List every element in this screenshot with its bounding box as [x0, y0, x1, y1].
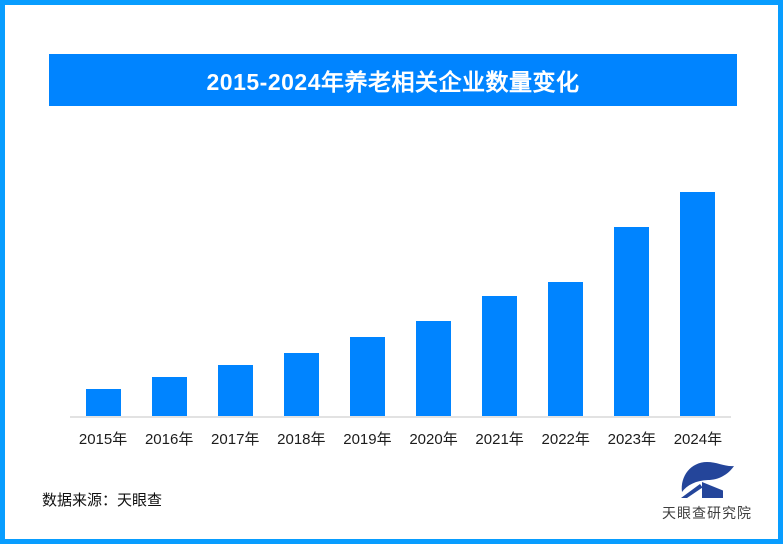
bar-chart-plot-area [70, 170, 731, 418]
x-tick-label-2020: 2020年 [409, 431, 458, 448]
bar-2021 [482, 296, 518, 416]
data-source-label: 数据来源：天眼查 [42, 492, 163, 509]
bar-slot-2018 [268, 170, 334, 416]
tianyancha-eye-logo-icon [681, 462, 734, 498]
bar-slot-2023 [599, 170, 665, 416]
brand-name: 天眼查研究院 [662, 505, 752, 521]
bar-2020 [416, 321, 452, 416]
bar-2017 [217, 365, 253, 416]
x-tick-label-2023: 2023年 [607, 431, 656, 448]
bar-2022 [548, 282, 584, 416]
bar-2023 [614, 227, 650, 416]
bar-slot-2021 [467, 170, 533, 416]
bar-slot-2020 [400, 170, 466, 416]
x-tick-label-2019: 2019年 [343, 431, 392, 448]
bar-slot-2019 [334, 170, 400, 416]
bar-2016 [151, 377, 187, 416]
brand-logo-block: 天眼查研究院 [652, 460, 762, 523]
bar-slot-2017 [202, 170, 268, 416]
chart-title: 2015-2024年养老相关企业数量变化 [206, 69, 580, 95]
bar-slot-2022 [533, 170, 599, 416]
x-tick-label-2016: 2016年 [144, 431, 194, 448]
bar-slot-2015 [70, 170, 136, 416]
x-axis-labels: 2015年 2016年 2017年 2018年 2019年 2020年 2021年 2022年… [70, 428, 731, 449]
chart-title-banner: 2015-2024年养老相关企业数量变化 [49, 54, 737, 106]
bar-2018 [283, 353, 319, 416]
x-tick-label-2022: 2022年 [541, 431, 590, 448]
x-tick-label-2017: 2017年 [211, 431, 260, 448]
bar-slot-2024 [665, 170, 731, 416]
bar-2024 [680, 192, 716, 416]
x-tick-label-2018: 2018年 [277, 431, 326, 448]
x-tick-label-2021: 2021年 [475, 431, 524, 448]
x-tick-label-2024: 2024年 [673, 431, 723, 448]
bar-2015 [85, 389, 121, 416]
x-tick-label-2015: 2015年 [78, 431, 128, 448]
bar-2019 [349, 337, 385, 416]
bar-slot-2016 [136, 170, 202, 416]
